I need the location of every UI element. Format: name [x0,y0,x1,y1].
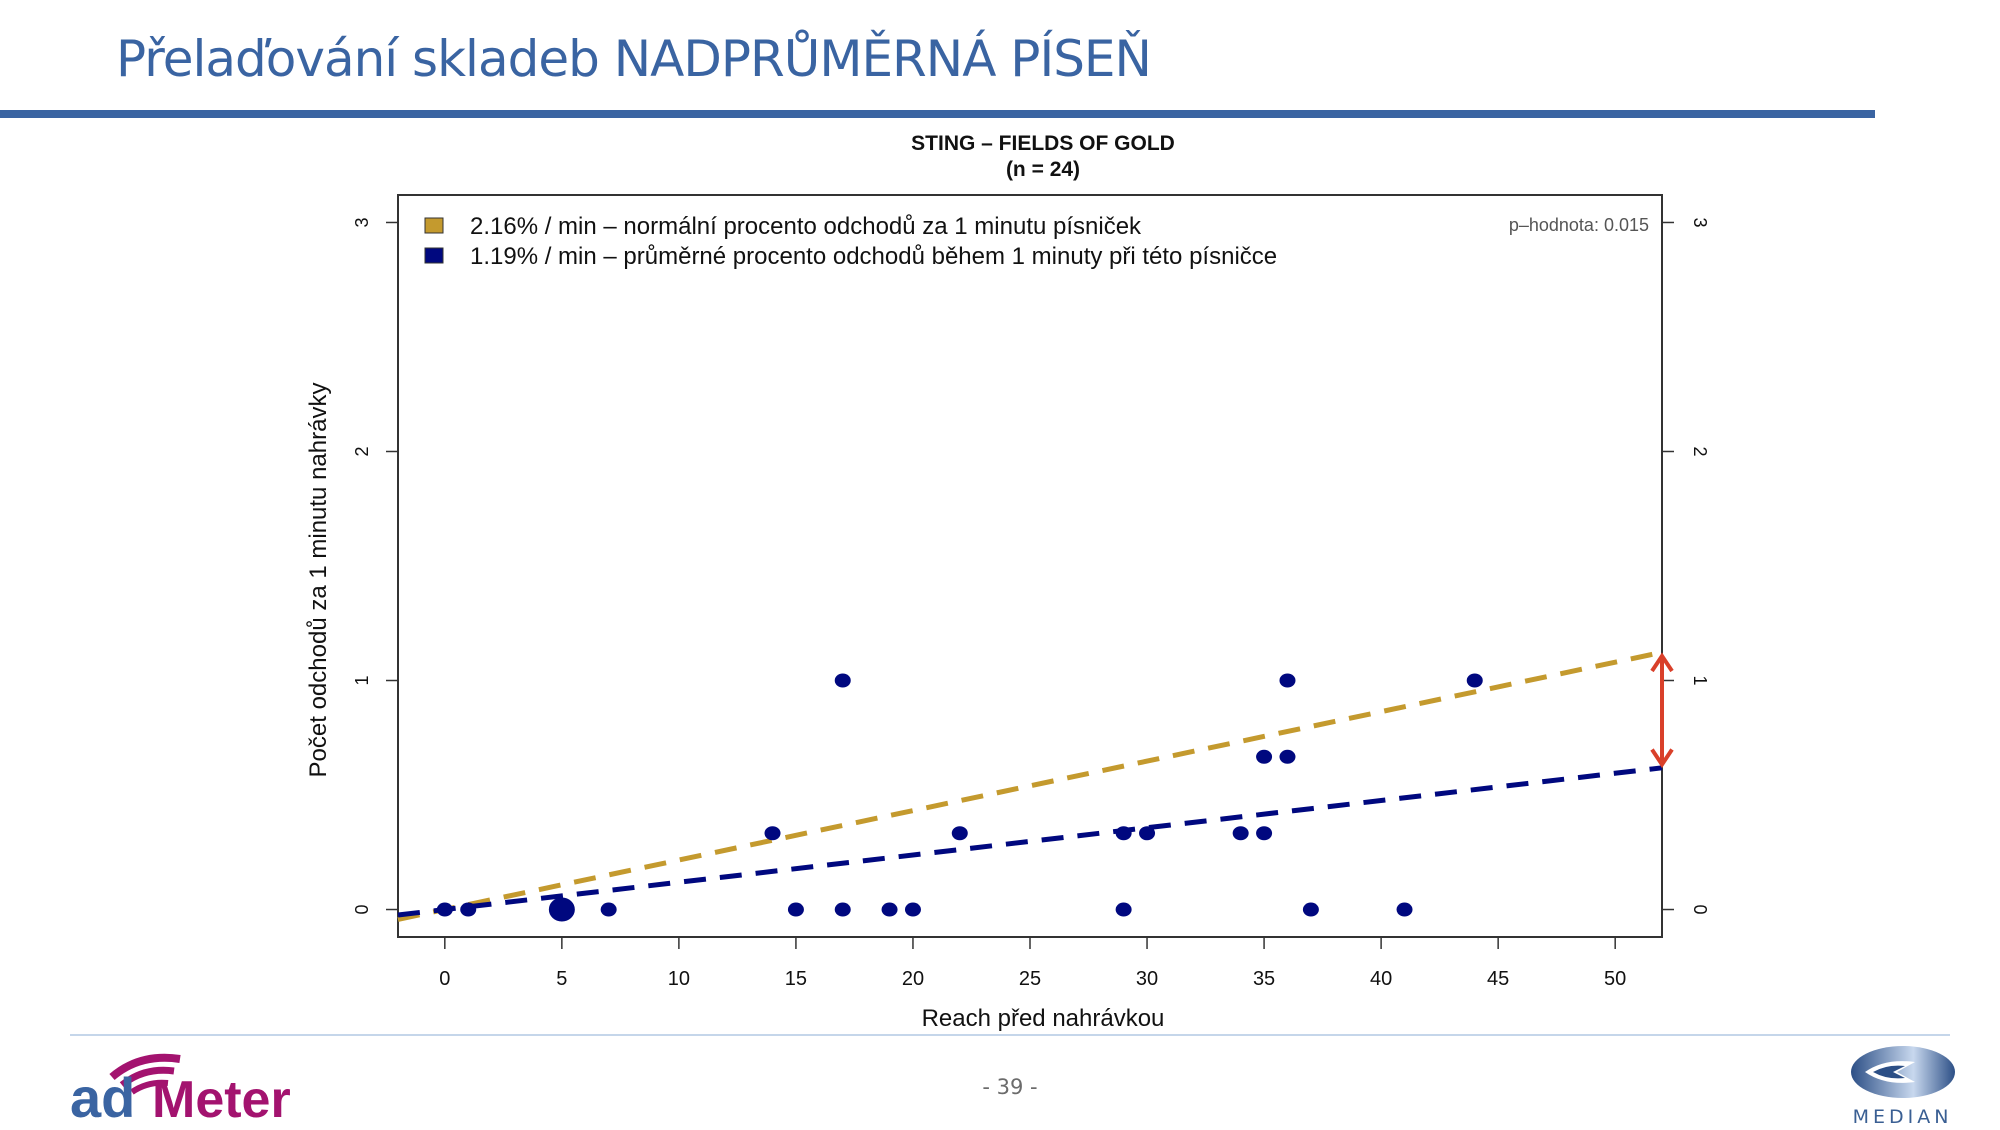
logo-ad-text: ad [70,1066,135,1125]
data-point [881,902,898,917]
y-tick-label-left: 0 [352,905,372,915]
x-tick-label: 45 [1487,968,1509,990]
scatter-chart: STING – FIELDS OF GOLD (n = 24) 0 5 10 15 20… [305,132,1710,1032]
median-ring-icon [1851,1046,1955,1098]
data-point [1396,902,1413,917]
p-value-annotation: p–hodnota: 0.015 [1509,215,1649,235]
data-point [600,902,617,917]
footer-divider [70,1034,1950,1036]
data-point [1139,826,1156,841]
data-point [834,902,851,917]
data-point [1302,902,1319,917]
chart-title: STING – FIELDS OF GOLD [911,132,1175,155]
data-point [1115,826,1132,841]
page-number: - 39 - [982,1075,1038,1099]
trend-line-normal-rate [397,649,1663,922]
data-point [787,902,804,917]
data-point [548,897,575,922]
x-tick-label: 15 [785,968,807,990]
admeter-logo: ad Meter [70,1045,320,1129]
x-tick-label: 50 [1604,968,1626,990]
legend: 2.16% / min – normální procento odchodů … [424,213,1277,270]
median-name: MEDIAN [1852,1106,1953,1128]
difference-arrow-head-down [1650,748,1674,769]
title-underline [0,110,1875,118]
y-tick-label-right: 1 [1690,675,1710,685]
y-tick-label-left: 1 [352,675,372,685]
y-tick-label-right: 2 [1690,446,1710,456]
legend-label-song: 1.19% / min – průměrné procento odchodů … [470,243,1277,270]
plot-frame [397,194,1663,938]
data-point [1279,749,1296,764]
data-point [1256,749,1273,764]
y-tick-label-left: 2 [352,446,372,456]
data-point [460,902,477,917]
data-point [904,902,921,917]
y-tick-label-right: 0 [1690,905,1710,915]
logo-meter-text: Meter [152,1071,291,1125]
data-point [951,826,968,841]
difference-arrow-head-up [1650,652,1674,673]
x-tick-label: 5 [556,968,567,990]
y-tick-label-right: 3 [1690,217,1710,227]
x-tick-label: 20 [902,968,924,990]
legend-swatch-song [424,247,444,264]
data-point [1256,826,1273,841]
data-point [764,826,781,841]
trend-line-song-rate [397,765,1663,918]
y-axis-label: Počet odchodů za 1 minutu nahrávky [305,383,332,778]
x-tick-label: 35 [1253,968,1275,990]
median-logo: MEDIAN [1845,1038,1960,1128]
data-point [1466,673,1483,688]
y-tick-label-left: 3 [352,217,372,227]
slide-title: Přelaďování skladeb NADPRŮMĚRNÁ PÍSEŇ [116,30,1152,88]
x-tick-label: 25 [1019,968,1041,990]
legend-swatch-normal [424,217,444,234]
data-point [436,902,453,917]
data-point [1232,826,1249,841]
data-point [1115,902,1132,917]
legend-label-normal: 2.16% / min – normální procento odchodů … [470,213,1142,240]
x-tick-label: 30 [1136,968,1158,990]
chart-subtitle: (n = 24) [1006,158,1080,181]
data-point [1279,673,1296,688]
data-point [834,673,851,688]
x-tick-label: 10 [668,968,690,990]
x-tick-label: 40 [1370,968,1392,990]
x-tick-label: 0 [439,968,450,990]
x-axis-label: Reach před nahrávkou [922,1005,1165,1032]
